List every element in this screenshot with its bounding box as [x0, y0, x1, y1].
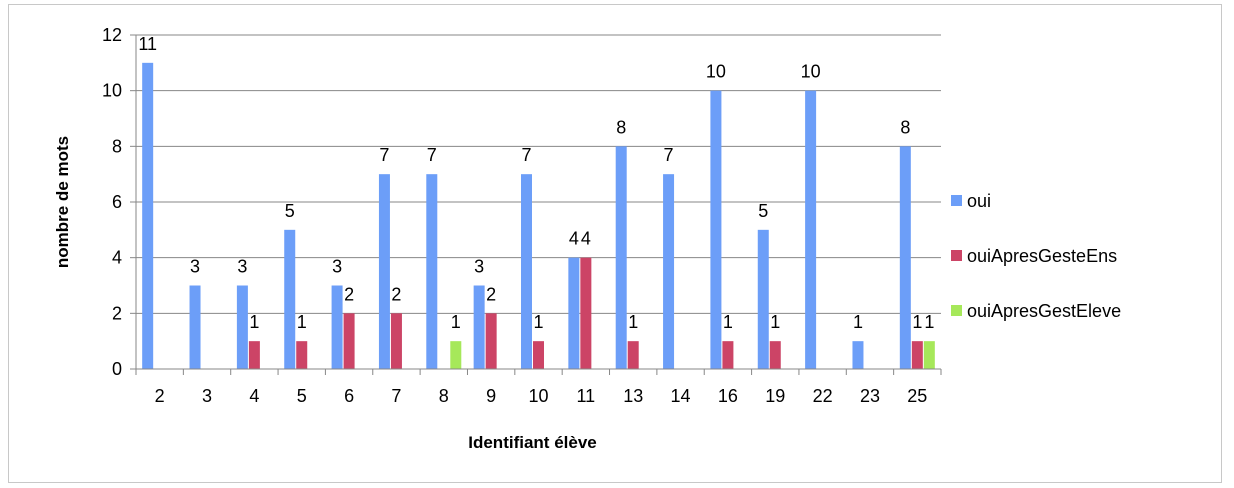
bar-ouiApresGesteEns	[343, 313, 355, 369]
bar-ouiApresGesteEns	[580, 257, 592, 369]
x-tick-label: 11	[577, 386, 596, 406]
x-tick-label: 14	[671, 386, 691, 406]
x-tick-label: 23	[860, 386, 880, 406]
y-axis-title: nombre de mots	[53, 136, 72, 268]
data-label: 8	[900, 117, 910, 137]
bar-ouiApresGesteEns	[533, 341, 544, 369]
bar-oui	[568, 257, 580, 369]
data-label: 1	[924, 312, 934, 332]
bar-ouiApresGesteEns	[248, 341, 260, 369]
data-label: 2	[486, 284, 496, 304]
y-tick-label: 2	[112, 303, 122, 323]
bar-oui	[378, 174, 390, 369]
legend-label: oui	[967, 191, 991, 211]
data-label: 10	[801, 62, 821, 82]
bar-ouiApresGestEleve	[923, 341, 935, 369]
data-label: 1	[912, 312, 922, 332]
chart-frame: 0 2 4 6 8 10 12 2 3 4 5 6 7 8 9 10 11 13 14 16 19 22 23 25 11 3 3…	[8, 4, 1222, 483]
x-axis-title: Identifiant élève	[468, 433, 596, 452]
y-tick-label: 6	[112, 192, 122, 212]
x-tick-label: 22	[813, 386, 833, 406]
x-tick-label: 25	[907, 386, 927, 406]
legend-label: ouiApresGesteEns	[967, 246, 1117, 266]
x-tick-label: 5	[297, 386, 307, 406]
bar-ouiApresGesteEns	[390, 313, 402, 369]
y-tick-label: 0	[112, 359, 122, 379]
x-tick-label: 19	[765, 386, 785, 406]
data-label: 3	[237, 257, 247, 277]
data-label: 1	[770, 312, 780, 332]
x-tick-label: 9	[486, 386, 496, 406]
data-label: 4	[569, 229, 579, 249]
bar-oui	[663, 174, 675, 369]
x-tick-label: 8	[439, 386, 449, 406]
bar-ouiApresGesteEns	[296, 341, 308, 369]
bar-oui	[284, 229, 296, 369]
x-tick-label: 2	[155, 386, 165, 406]
legend-label: ouiApresGestEleve	[967, 301, 1121, 321]
bar-oui	[899, 146, 911, 369]
x-tick-label: 6	[344, 386, 354, 406]
bar-oui	[521, 174, 532, 369]
y-tick-label: 12	[102, 25, 122, 45]
y-tick-label: 8	[112, 136, 122, 156]
bar-oui	[473, 285, 485, 369]
bar-oui	[805, 90, 817, 370]
bar-oui	[426, 174, 438, 369]
bar-oui	[189, 285, 201, 369]
bar-oui	[331, 285, 343, 369]
bar-oui	[757, 229, 769, 369]
x-tick-label: 3	[202, 386, 212, 406]
data-label: 5	[758, 201, 768, 221]
x-tick-label: 16	[718, 386, 738, 406]
bars	[142, 62, 935, 370]
data-label: 1	[451, 312, 461, 332]
data-label: 8	[616, 117, 626, 137]
data-label: 7	[427, 145, 437, 165]
bar-oui	[852, 341, 864, 369]
bar-oui	[615, 146, 627, 369]
y-tick-label: 4	[112, 248, 122, 268]
data-label: 5	[285, 201, 295, 221]
data-label: 7	[521, 145, 531, 165]
bar-oui	[710, 90, 722, 370]
y-tick-label: 10	[102, 81, 122, 101]
data-label: 1	[723, 312, 733, 332]
bar-ouiApresGesteEns	[911, 341, 923, 369]
data-label: 7	[664, 145, 674, 165]
bar-oui	[142, 62, 154, 369]
bar-ouiApresGesteEns	[627, 341, 639, 369]
data-label: 1	[628, 312, 638, 332]
legend-swatch	[951, 250, 962, 261]
data-label: 2	[391, 284, 401, 304]
data-label: 3	[190, 257, 200, 277]
bar-ouiApresGesteEns	[769, 341, 781, 369]
legend-swatch	[951, 305, 962, 316]
bar-ouiApresGesteEns	[722, 341, 734, 369]
x-tick-label: 13	[623, 386, 643, 406]
data-label: 2	[344, 284, 354, 304]
data-label: 1	[533, 312, 543, 332]
x-tick-label: 7	[391, 386, 401, 406]
data-label: 1	[853, 312, 863, 332]
legend: oui ouiApresGesteEns ouiApresGestEleve	[951, 191, 1121, 321]
data-label: 4	[581, 229, 591, 249]
data-label: 11	[138, 34, 157, 54]
bar-ouiApresGesteEns	[485, 313, 497, 369]
legend-swatch	[951, 195, 962, 206]
x-tick-label: 10	[528, 386, 548, 406]
data-label: 3	[332, 257, 342, 277]
x-tick-label: 4	[249, 386, 259, 406]
bar-oui	[236, 285, 248, 369]
data-label: 10	[706, 62, 726, 82]
data-label: 1	[297, 312, 307, 332]
data-label: 3	[474, 257, 484, 277]
bar-ouiApresGestEleve	[450, 341, 462, 369]
data-label: 1	[249, 312, 259, 332]
data-label: 7	[379, 145, 389, 165]
